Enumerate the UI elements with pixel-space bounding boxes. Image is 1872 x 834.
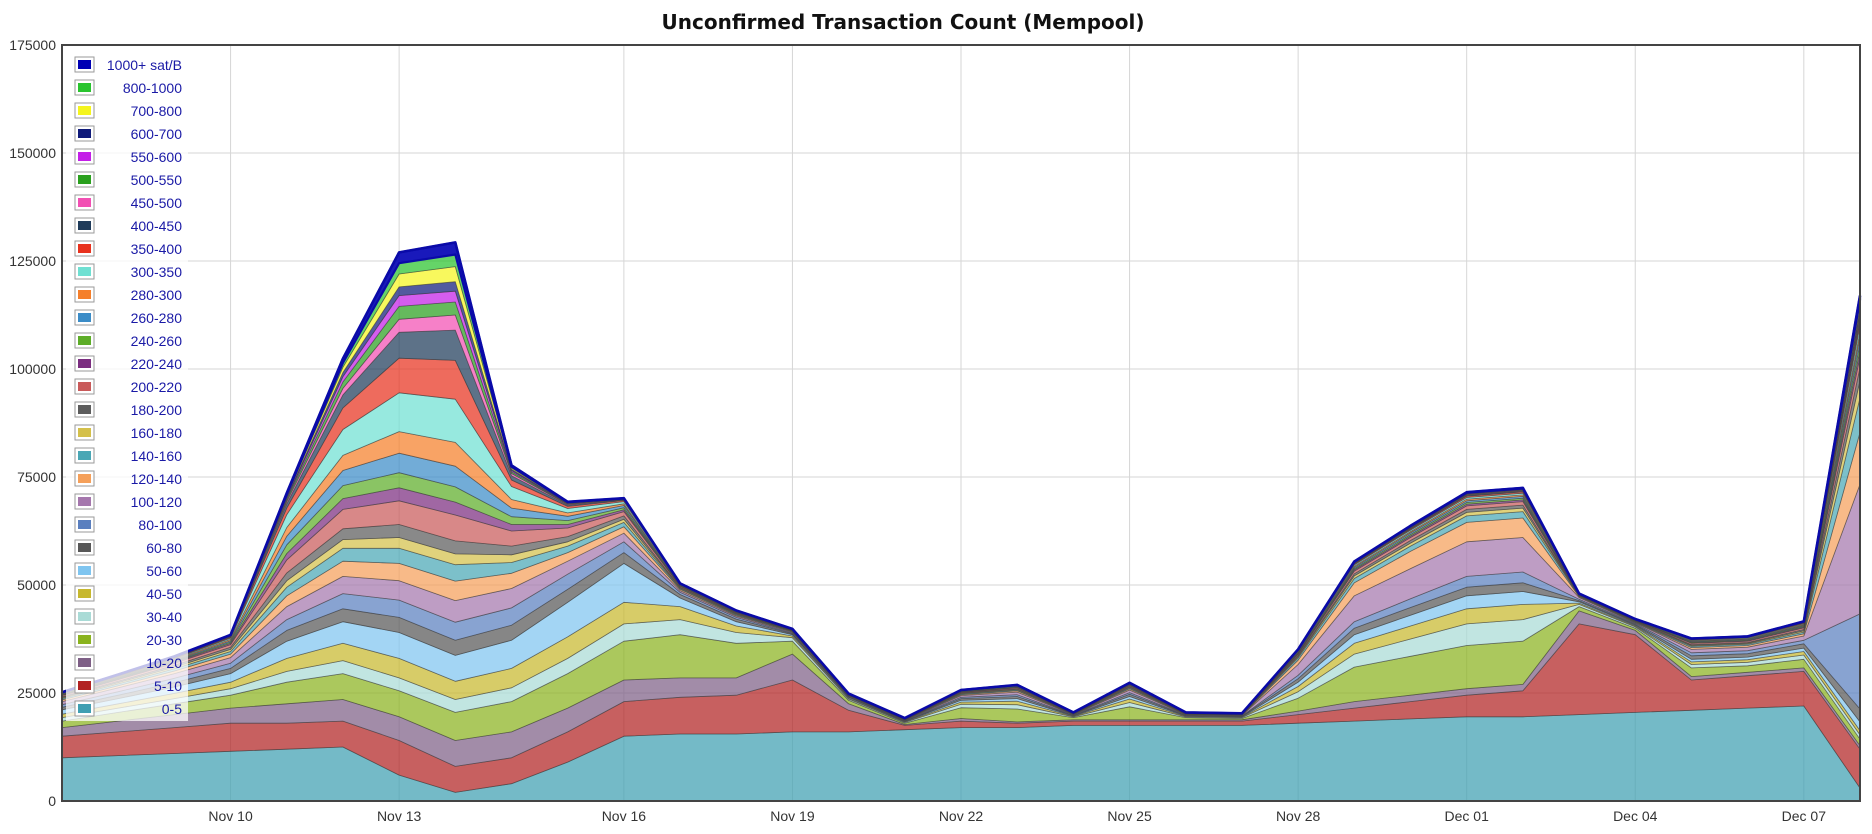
legend-label: 700-800 [131,103,183,119]
legend-label: 100-120 [131,494,183,510]
grid-layer [62,44,1860,802]
x-tick-label: Dec 07 [1782,808,1827,824]
legend-label: 5-10 [154,678,182,694]
legend-label: 1000+ sat/B [107,57,182,73]
legend-label: 280-300 [131,287,183,303]
y-tick-label: 75000 [17,469,56,485]
legend-swatch [78,566,91,575]
legend-swatch [78,382,91,391]
legend-swatch [78,83,91,92]
legend-swatch [78,520,91,529]
legend-swatch [78,405,91,414]
y-tick-label: 25000 [17,685,56,701]
legend-label: 450-500 [131,195,183,211]
legend-label: 30-40 [146,609,182,625]
legend-swatch [78,106,91,115]
legend-label: 160-180 [131,425,183,441]
legend-swatch [78,290,91,299]
legend-swatch [78,451,91,460]
x-tick-label: Nov 28 [1276,808,1321,824]
area-layer [60,241,1862,802]
legend-swatch [78,198,91,207]
x-tick-label: Nov 16 [602,808,647,824]
legend-label: 220-240 [131,356,183,372]
legend-label: 0-5 [162,701,182,717]
y-tick-label: 100000 [9,361,56,377]
legend-swatch [78,152,91,161]
legend-label: 800-1000 [123,80,182,96]
legend-swatch [78,543,91,552]
legend-swatch [78,428,91,437]
x-tick-label: Dec 01 [1445,808,1490,824]
total-line [61,241,1862,720]
legend-swatch [78,359,91,368]
legend-label: 500-550 [131,172,183,188]
legend-swatch [78,244,91,253]
legend-swatch [78,635,91,644]
legend-label: 140-160 [131,448,183,464]
legend-label: 400-450 [131,218,183,234]
x-tick-label: Nov 25 [1107,808,1152,824]
x-tick-label: Nov 22 [939,808,984,824]
y-tick-label: 175000 [9,37,56,53]
legend-label: 350-400 [131,241,183,257]
axis-layer: 0 25000 50000 75000 100000 125000 150000 175000… [9,37,1861,824]
legend-swatch [78,221,91,230]
legend-label: 10-20 [146,655,182,671]
legend-label: 40-50 [146,586,182,602]
legend-label: 120-140 [131,471,183,487]
legend-label: 60-80 [146,540,182,556]
legend-label: 80-100 [138,517,182,533]
y-tick-label: 150000 [9,145,56,161]
x-tick-label: Nov 10 [208,808,253,824]
legend-label: 300-350 [131,264,183,280]
legend-label: 200-220 [131,379,183,395]
legend: 1000+ sat/B 800-1000 700-800 600-700 550-600… [66,48,188,721]
x-tick-label: Nov 19 [770,808,815,824]
plot-frame [61,44,1861,802]
legend-swatch [78,129,91,138]
legend-swatch [78,658,91,667]
legend-swatch [78,704,91,713]
legend-swatch [78,497,91,506]
legend-label: 20-30 [146,632,182,648]
legend-label: 600-700 [131,126,183,142]
legend-swatch [78,474,91,483]
legend-label: 260-280 [131,310,183,326]
legend-swatch [78,60,91,69]
x-tick-label: Dec 04 [1613,808,1658,824]
y-tick-label: 0 [48,793,56,809]
chart-title: Unconfirmed Transaction Count (Mempool) [662,10,1145,34]
y-tick-label: 50000 [17,577,56,593]
y-tick-label: 125000 [9,253,56,269]
legend-label: 550-600 [131,149,183,165]
legend-swatch [78,175,91,184]
legend-swatch [78,589,91,598]
legend-swatch [78,336,91,345]
legend-label: 240-260 [131,333,183,349]
legend-swatch [78,267,91,276]
legend-label: 50-60 [146,563,182,579]
legend-swatch [78,681,91,690]
legend-swatch [78,313,91,322]
x-tick-label: Nov 13 [377,808,422,824]
legend-label: 180-200 [131,402,183,418]
legend-swatch [78,612,91,621]
